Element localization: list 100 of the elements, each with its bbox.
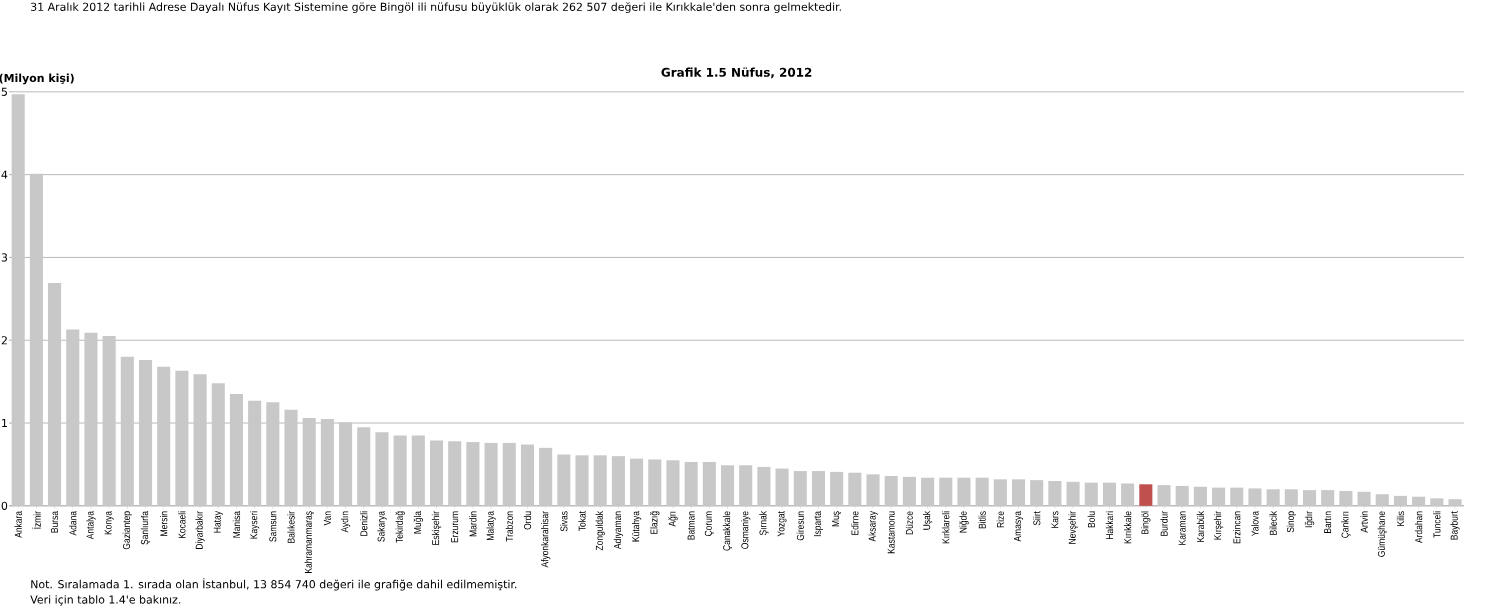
bar [848, 472, 862, 506]
bar [830, 471, 844, 506]
x-tick-label: Çanakkale [722, 511, 733, 551]
x-tick-label: Uşak [922, 511, 933, 530]
bar [502, 442, 516, 506]
bar [630, 458, 644, 506]
bar [1266, 489, 1280, 506]
x-tick-label: Gaziantep [122, 511, 132, 550]
bar [1393, 495, 1407, 506]
x-tick-label: Muğla [413, 511, 424, 534]
x-tick-label: Osmaniye [741, 511, 751, 549]
bar [193, 374, 207, 506]
bar [1248, 488, 1262, 506]
y-axis-title: (Milyon kişi) [0, 73, 74, 85]
x-tick-label: Burdur [1160, 511, 1168, 536]
bar [66, 329, 80, 506]
x-tick-label: Kırklareli [942, 511, 950, 544]
x-tick-label: Ardahan [1414, 511, 1423, 544]
x-tick-label: Mersin [160, 511, 168, 536]
bar [1357, 491, 1371, 506]
x-tick-label: Elazığ [650, 511, 660, 534]
bar [648, 459, 662, 506]
x-tick-label: Şırnak [759, 511, 769, 536]
x-tick-label: Manisa [232, 511, 241, 538]
x-tick-label: Bilecik [1269, 511, 1277, 535]
bar [1302, 490, 1317, 506]
bar [1339, 490, 1353, 506]
x-tick-label: Kocaeli [178, 511, 186, 539]
bar [320, 418, 334, 506]
bar [157, 366, 171, 506]
x-tick-label: Artvin [1360, 511, 1368, 533]
x-tick-label: Amasya [1014, 511, 1023, 542]
x-tick-label: Van [323, 511, 331, 526]
bar [1284, 489, 1298, 506]
bar [48, 283, 62, 506]
x-tick-label: Karabük [1196, 511, 1205, 542]
bar [702, 461, 716, 506]
bar [484, 442, 498, 506]
bar [666, 460, 680, 506]
bar [1175, 485, 1189, 506]
bar [1375, 494, 1389, 506]
bar [593, 455, 607, 506]
x-tick-label: Antalya [86, 511, 96, 540]
x-tick-label: Afyonkarahisar [541, 511, 551, 568]
x-tick-label: Erzincan [1233, 511, 1241, 544]
x-tick-label: Bingöl [1141, 511, 1151, 534]
bar [229, 394, 243, 506]
bar [520, 444, 534, 506]
x-tick-label: Adana [69, 511, 77, 536]
bar [1011, 479, 1026, 506]
bar [1048, 480, 1062, 506]
bar [411, 435, 425, 506]
bar [1084, 482, 1098, 506]
bar [1157, 485, 1171, 506]
x-tick-label: Hatay [213, 511, 223, 533]
x-tick-label: Kars [1051, 511, 1059, 528]
x-tick-label: Zonguldak [595, 511, 605, 551]
bar [1102, 482, 1116, 506]
x-tick-label: Balıkesir [287, 511, 295, 543]
bar [266, 402, 280, 506]
x-tick-label: Kırıkkale [1123, 511, 1132, 544]
bar [448, 441, 462, 506]
bar [357, 427, 371, 506]
x-tick-label: Giresun [796, 511, 804, 541]
x-tick-label: Düzce [905, 511, 913, 535]
y-tick-label: 2 [1, 336, 7, 345]
x-tick-label: Kastamonu [887, 511, 895, 554]
y-tick-label: 1 [2, 419, 7, 428]
y-tick-label: 3 [1, 253, 8, 262]
bar [29, 173, 43, 506]
x-tick-label: Bayburt [1450, 511, 1460, 540]
x-tick-label: Aydın [340, 511, 351, 533]
x-tick-label: Karaman [1178, 511, 1186, 545]
bar [757, 466, 771, 506]
bar [120, 356, 134, 506]
bar [1121, 483, 1135, 506]
bar [1448, 499, 1462, 506]
text: Veri için tablo 1.4'e bakınız. [30, 595, 181, 606]
bar [1030, 480, 1044, 506]
x-tick-label: Malatya [486, 511, 496, 540]
bar [1139, 484, 1153, 506]
bar [1321, 490, 1335, 506]
x-tick-label: Yalova [1251, 511, 1259, 537]
bar [720, 465, 735, 506]
x-tick-label: Iğdır [1304, 511, 1315, 528]
x-tick-label: Edirne [851, 511, 859, 535]
bar [84, 332, 98, 506]
x-tick-label: Ankara [14, 511, 22, 538]
bar [884, 476, 898, 506]
x-tick-label: Kahramanmaraş [304, 511, 314, 573]
x-tick-label: Tekirdağ [395, 511, 405, 543]
bar [811, 471, 825, 506]
x-tick-label: Rize [996, 511, 1004, 528]
x-tick-label: Çankırı [1341, 511, 1351, 538]
bar [775, 468, 789, 506]
x-tick-label: Sakarya [377, 511, 387, 542]
bar [793, 471, 807, 506]
x-tick-label: Muş [832, 511, 842, 527]
x-tick-label: Bitlis [978, 511, 986, 529]
x-tick-label: Ağrı [668, 511, 678, 527]
